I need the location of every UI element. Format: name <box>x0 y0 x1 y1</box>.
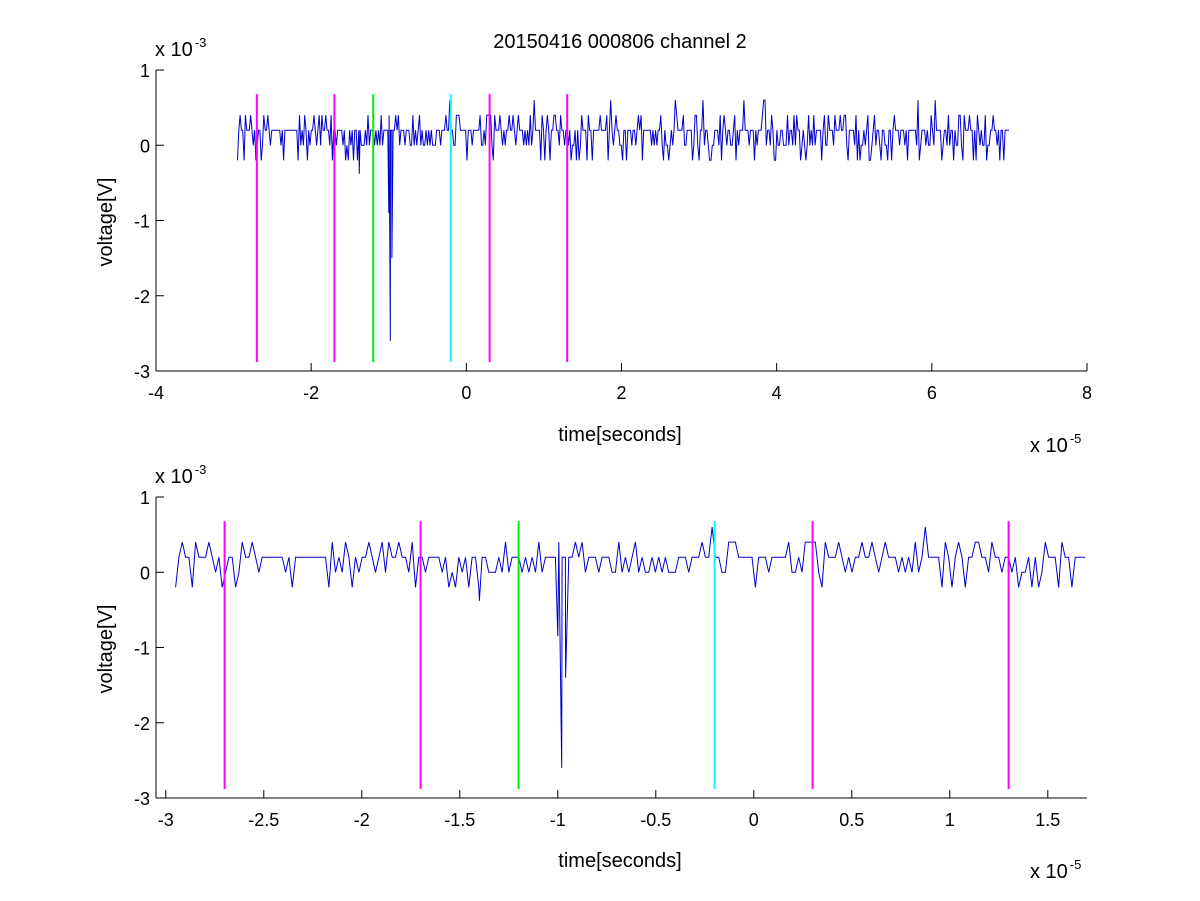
top-subplot: -4 -2 0 2 4 6 8 -3 -2 -1 0 1 time[seconds] voltage… <box>95 35 1092 457</box>
bottom-signal-layer <box>175 527 1086 768</box>
top-signal-layer <box>237 99 1009 341</box>
top-y-tick-label: -2 <box>134 287 150 307</box>
bottom-y-ticks: -3 -2 -1 0 1 <box>134 488 164 809</box>
bottom-y-tick-label: 1 <box>140 488 150 508</box>
bottom-x-ticks: -3 -2.5 -2 -1.5 -1 -0.5 0 0.5 1 1.5 <box>158 790 1060 830</box>
bottom-y-axis-label: voltage[V] <box>95 605 117 694</box>
bottom-x-tick-label: 1.5 <box>1035 810 1060 830</box>
top-y-multiplier: x 10 -3 <box>155 35 206 61</box>
top-x-tick-label: -4 <box>148 383 164 403</box>
top-plot-area <box>156 70 1087 371</box>
bottom-x-tick-label: 0 <box>749 810 759 830</box>
bottom-y-exponent: -3 <box>195 462 207 477</box>
top-x-multiplier-text: x 10 <box>1030 435 1068 457</box>
top-x-exponent: -5 <box>1070 431 1082 446</box>
top-x-axis-label: time[seconds] <box>558 424 681 446</box>
bottom-x-multiplier: x 10 -5 <box>1030 857 1081 883</box>
top-y-tick-label: -1 <box>134 212 150 232</box>
top-x-tick-label: 6 <box>927 383 937 403</box>
top-x-tick-label: 0 <box>461 383 471 403</box>
bottom-y-tick-label: 0 <box>140 563 150 583</box>
bottom-signal-line <box>175 527 1086 768</box>
top-y-axis-label: voltage[V] <box>95 178 117 267</box>
bottom-marker-layer <box>223 521 1010 789</box>
top-y-multiplier-text: x 10 <box>155 39 193 61</box>
bottom-x-exponent: -5 <box>1070 857 1082 872</box>
bottom-x-tick-label: -3 <box>158 810 174 830</box>
top-y-ticks: -3 -2 -1 0 1 <box>134 61 164 382</box>
top-x-tick-label: -2 <box>303 383 319 403</box>
bottom-x-tick-label: 0.5 <box>839 810 864 830</box>
top-marker-layer <box>255 94 569 362</box>
top-x-multiplier: x 10 -5 <box>1030 431 1081 457</box>
top-x-tick-label: 2 <box>616 383 626 403</box>
bottom-x-tick-label: -1.5 <box>444 810 475 830</box>
bottom-y-tick-label: -1 <box>134 639 150 659</box>
top-y-tick-label: 1 <box>140 61 150 81</box>
top-x-ticks: -4 -2 0 2 4 6 8 <box>148 363 1092 403</box>
top-y-tick-label: 0 <box>140 136 150 156</box>
bottom-y-multiplier-text: x 10 <box>155 466 193 488</box>
bottom-x-tick-label: -2 <box>354 810 370 830</box>
bottom-x-tick-label: 1 <box>945 810 955 830</box>
bottom-x-multiplier-text: x 10 <box>1030 861 1068 883</box>
bottom-x-axis-label: time[seconds] <box>558 850 681 872</box>
bottom-x-tick-label: -1 <box>550 810 566 830</box>
top-y-exponent: -3 <box>195 35 207 50</box>
bottom-plot-area <box>156 497 1087 798</box>
chart-title: 20150416 000806 channel 2 <box>493 31 747 53</box>
top-y-tick-label: -3 <box>134 362 150 382</box>
bottom-y-multiplier: x 10 -3 <box>155 462 206 488</box>
bottom-y-tick-label: -2 <box>134 714 150 734</box>
top-x-tick-label: 8 <box>1082 383 1092 403</box>
bottom-x-tick-label: -0.5 <box>640 810 671 830</box>
bottom-x-tick-label: -2.5 <box>248 810 279 830</box>
bottom-y-tick-label: -3 <box>134 789 150 809</box>
bottom-subplot: -3 -2.5 -2 -1.5 -1 -0.5 0 0.5 1 1.5 -3 -2 -1 0 1 time… <box>95 462 1087 883</box>
top-x-tick-label: 4 <box>772 383 782 403</box>
top-signal-line <box>237 99 1009 341</box>
